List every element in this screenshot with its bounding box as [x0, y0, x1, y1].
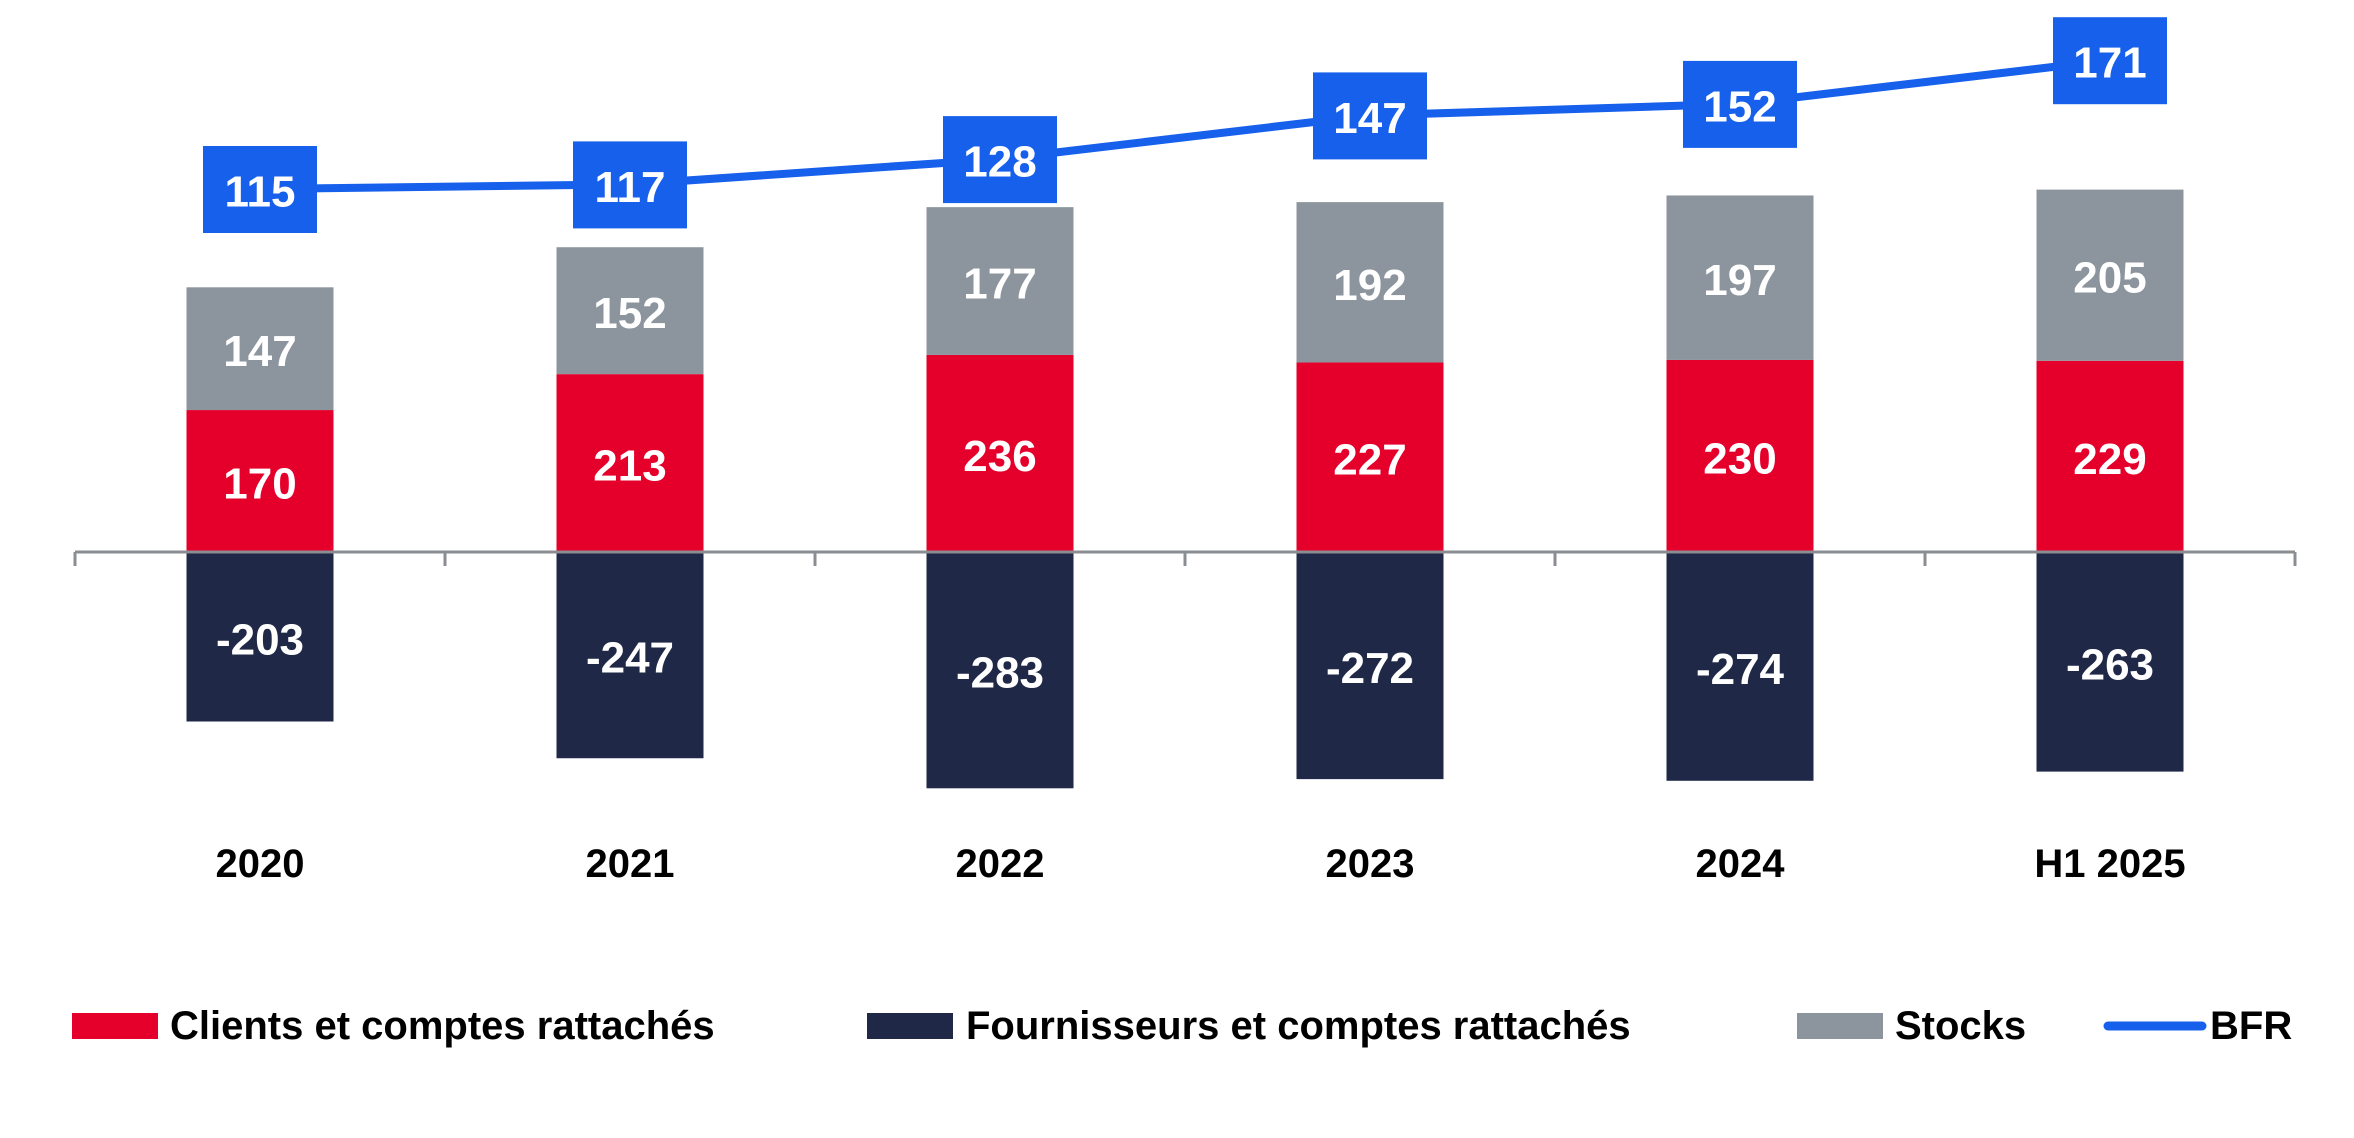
category-label: 2021	[586, 842, 675, 886]
category-label: H1 2025	[2034, 842, 2185, 886]
bfr-line	[259, 56, 2111, 193]
bar-stocks	[2036, 189, 2184, 361]
label-stocks: 147	[223, 327, 296, 376]
label-clients: 227	[1333, 436, 1406, 485]
bar-clients	[186, 410, 334, 552]
label-stocks: 177	[963, 260, 1036, 309]
label-stocks: 152	[593, 289, 666, 338]
bar-clients	[1666, 359, 1814, 552]
legend-swatch	[1797, 1013, 1883, 1039]
label-clients: 230	[1703, 434, 1776, 483]
bfr-label-box	[1683, 60, 1797, 148]
bar-stocks	[186, 287, 334, 411]
bfr-label: 117	[595, 163, 666, 212]
bfr-line-layer: 115 117 128 147 152 171	[203, 17, 2167, 233]
bar-fournisseurs	[1666, 552, 1814, 781]
bar-stocks	[926, 207, 1074, 355]
bfr-label-box	[203, 146, 317, 233]
category-labels: 2020 2021 2022 2023 2024 H1 2025	[216, 842, 2186, 886]
label-fournisseurs: -263	[2066, 640, 2154, 689]
bar-fournisseurs	[556, 552, 704, 759]
bfr-label: 115	[225, 168, 296, 217]
label-stocks: 197	[1703, 256, 1776, 305]
bar-fournisseurs	[2036, 552, 2184, 772]
label-fournisseurs: -247	[586, 634, 674, 683]
label-fournisseurs: -274	[1696, 645, 1785, 694]
bar-fournisseurs	[1296, 552, 1444, 780]
bfr-label: 152	[1703, 82, 1776, 131]
label-fournisseurs: -203	[216, 615, 304, 664]
bfr-label-box	[1313, 72, 1427, 160]
bar-stocks	[556, 247, 704, 375]
label-clients: 170	[223, 460, 296, 509]
legend-label: Clients et comptes rattachés	[170, 1004, 715, 1048]
bar-stocks	[1296, 202, 1444, 363]
legend-label: Stocks	[1895, 1004, 2026, 1048]
bar-fournisseurs	[926, 552, 1074, 789]
legend-swatch	[72, 1013, 158, 1039]
category-label: 2023	[1326, 842, 1415, 886]
label-clients: 229	[2073, 435, 2146, 484]
x-axis	[73, 550, 2297, 566]
legend-swatch	[867, 1013, 953, 1039]
category-label: 2024	[1696, 842, 1786, 886]
bar-clients	[1296, 362, 1444, 552]
legend-label: Fournisseurs et comptes rattachés	[966, 1004, 1631, 1048]
label-stocks: 205	[2073, 254, 2146, 303]
category-label: 2020	[216, 842, 305, 886]
legend-label: BFR	[2210, 1004, 2292, 1048]
bar-fournisseurs	[186, 552, 334, 722]
label-clients: 236	[963, 432, 1036, 481]
bfr-label-box	[2053, 17, 2167, 105]
bar-clients	[2036, 360, 2184, 552]
label-clients: 213	[593, 442, 666, 491]
bfr-label: 128	[963, 138, 1036, 187]
bar-stocks	[1666, 195, 1814, 360]
label-fournisseurs: -272	[1326, 644, 1414, 693]
label-stocks: 192	[1333, 261, 1406, 310]
bar-clients	[926, 354, 1074, 552]
bfr-label-box	[943, 116, 1057, 204]
bar-clients	[556, 374, 704, 552]
category-label: 2022	[956, 842, 1045, 886]
bars-layer: 170 147 -203 213 152 -247 236 177 -283 227 192 -272…	[186, 189, 2184, 789]
bfr-label: 171	[2073, 39, 2146, 88]
bfr-label: 147	[1333, 94, 1406, 143]
label-fournisseurs: -283	[956, 649, 1044, 698]
legend: Clients et comptes rattachés Fournisseurs…	[72, 1004, 2292, 1048]
bfr-label-box	[573, 141, 687, 229]
